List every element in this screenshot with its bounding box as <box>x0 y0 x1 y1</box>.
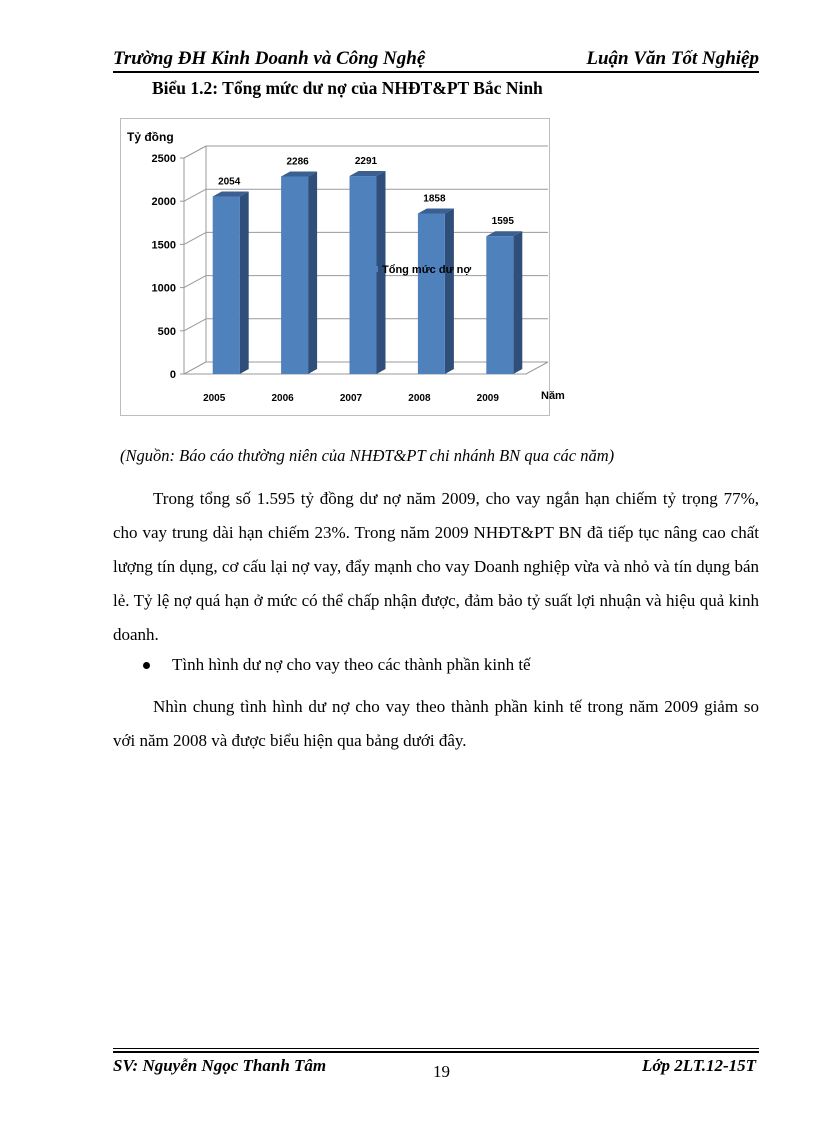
y-tick-label: 500 <box>158 326 176 338</box>
paragraph-1-text: Trong tổng số 1.595 tỷ đồng dư nợ năm 20… <box>113 489 759 644</box>
data-label: 1858 <box>423 193 446 204</box>
figure-source: (Nguồn: Báo cáo thường niên của NHĐT&PT … <box>120 446 615 465</box>
legend-swatch <box>372 266 378 272</box>
x-axis-label: Năm <box>541 390 565 402</box>
x-tick-label: 2008 <box>408 393 431 404</box>
x-tick-label: 2009 <box>477 393 500 404</box>
legend-label: Tổng mức dư nợ <box>382 264 471 276</box>
data-label: 2291 <box>355 156 378 167</box>
bar-side <box>376 171 386 374</box>
footer-left: SV: Nguyễn Ngọc Thanh Tâm <box>113 1056 327 1075</box>
footer-right: Lớp 2LT.12-15T <box>642 1056 756 1075</box>
data-label: 2286 <box>286 156 309 167</box>
gridline-side <box>183 145 207 159</box>
gridline-side <box>183 188 207 202</box>
bullet-text: Tình hình dư nợ cho vay theo các thành p… <box>172 655 531 674</box>
header-right: Luận Văn Tốt Nghiệp <box>586 48 759 69</box>
chart: Tỷ đồng Năm 0 500 1000 1500 2000 2500 2054 2005… <box>120 118 565 416</box>
footer-rule-2 <box>113 1051 759 1053</box>
bar-top <box>417 208 454 214</box>
bullet-icon <box>143 661 150 669</box>
bar-side <box>513 231 523 374</box>
bar-side <box>444 208 454 374</box>
y-tick-label: 1000 <box>152 283 176 295</box>
x-tick-label: 2007 <box>340 393 363 404</box>
bar-side <box>239 191 249 374</box>
chart-svg: Tỷ đồng Năm 0 500 1000 1500 2000 2500 2054 2005… <box>127 130 565 404</box>
y-tick-label: 1500 <box>152 239 176 251</box>
footer-rule-1 <box>113 1048 759 1049</box>
bar <box>212 196 240 374</box>
header-left: Trường ĐH Kinh Doanh và Công Nghệ <box>113 48 426 69</box>
paragraph-2-text: Nhìn chung tình hình dư nợ cho vay theo … <box>113 697 759 750</box>
data-label: 1595 <box>492 216 515 227</box>
figure-title: Biểu 1.2: Tổng mức dư nợ của NHĐT&PT Bắc… <box>152 78 543 98</box>
bar <box>486 236 514 374</box>
paragraph-2: Nhìn chung tình hình dư nợ cho vay theo … <box>113 690 759 758</box>
x-tick-label: 2006 <box>271 393 294 404</box>
bar-top <box>486 231 523 237</box>
bar <box>281 176 309 374</box>
bar-top <box>349 171 386 177</box>
bar <box>417 213 445 374</box>
gridline-side <box>183 275 207 289</box>
bar <box>349 176 377 374</box>
gridline-side <box>183 231 207 245</box>
bar-top <box>281 171 318 177</box>
paragraph-1: Trong tổng số 1.595 tỷ đồng dư nợ năm 20… <box>113 482 759 652</box>
x-tick-label: 2005 <box>203 393 226 404</box>
data-label: 2054 <box>218 177 241 188</box>
header-rule <box>113 71 759 73</box>
y-tick-label: 2500 <box>152 153 176 165</box>
page-number: 19 <box>433 1062 450 1081</box>
bar-side <box>308 171 318 374</box>
gridline-side <box>183 318 207 332</box>
y-tick-label: 0 <box>170 369 176 381</box>
gridline-side <box>183 361 207 375</box>
bullet-item: Tình hình dư nợ cho vay theo các thành p… <box>113 655 531 675</box>
y-axis-label: Tỷ đồng <box>127 130 174 144</box>
bar-top <box>212 191 249 197</box>
y-tick-label: 2000 <box>152 196 176 208</box>
